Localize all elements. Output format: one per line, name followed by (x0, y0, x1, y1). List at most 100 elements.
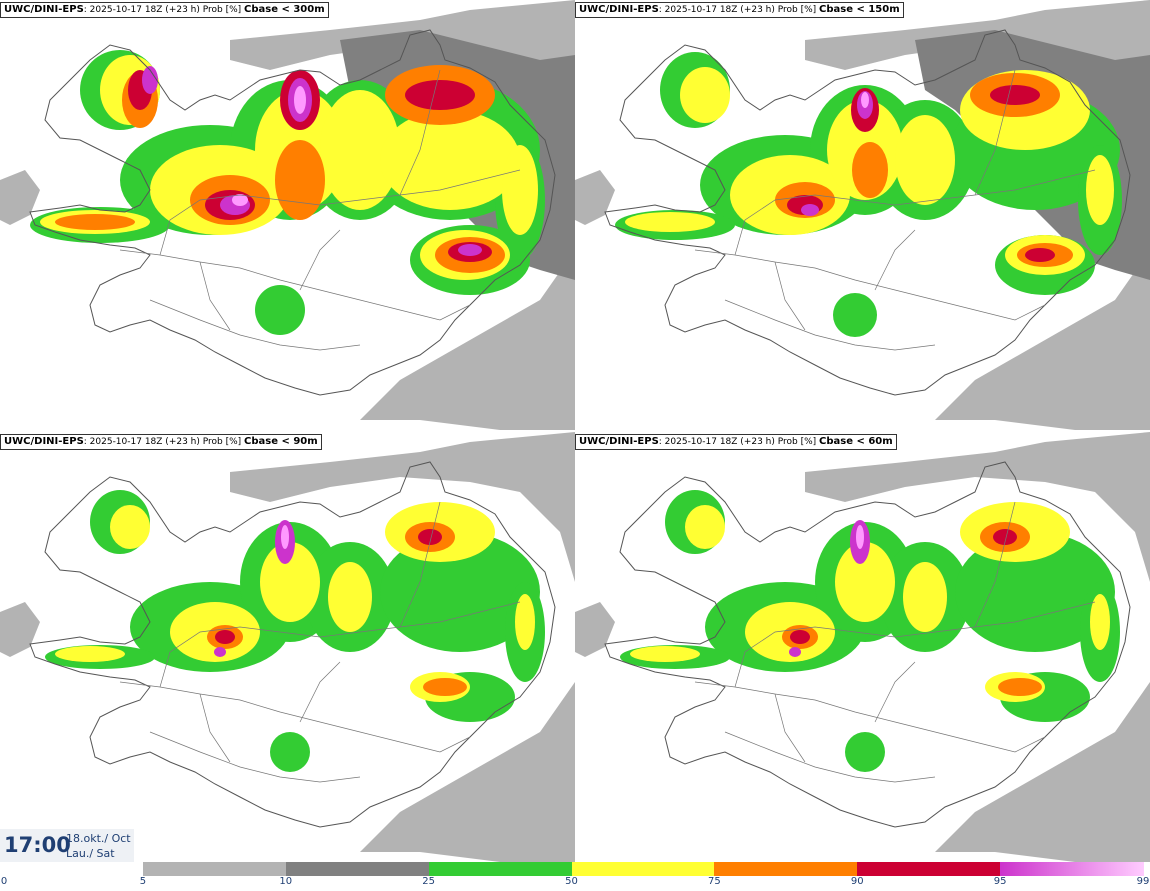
model-name: UWC/DINI-EPS (579, 4, 659, 15)
road-line (774, 693, 806, 763)
probability-area (833, 293, 877, 337)
map-panel-300m: UWC/DINI-EPS: 2025-10-17 18Z (+23 h) Pro… (0, 0, 575, 430)
valid-time-box: 17:00 18.okt./ Oct Lau./ Sat (0, 829, 134, 863)
cloud-region (0, 602, 40, 657)
road-line (159, 169, 521, 256)
colorbar-tick-label: 99 (1136, 876, 1150, 887)
colorbar-tick-label: 5 (139, 876, 147, 887)
probability-area (458, 244, 482, 256)
road-line (734, 601, 1096, 688)
run-info: : 2025-10-17 18Z (+23 h) Prob [%] (83, 5, 245, 15)
probability-area (993, 529, 1017, 545)
road-line (119, 249, 471, 321)
probability-area (294, 86, 306, 114)
valid-day: Lau./ Sat (66, 847, 115, 860)
coastline (29, 461, 556, 828)
variable-label: Cbase < 60m (819, 436, 893, 447)
road-line (399, 501, 441, 628)
colorbar-tick-label: 75 (708, 876, 721, 887)
road-line (724, 299, 936, 351)
probability-area (142, 66, 158, 94)
probability-area (998, 678, 1042, 696)
probability-area (380, 532, 540, 652)
coastline (604, 461, 1131, 828)
probability-area (110, 505, 150, 549)
probability-map (575, 432, 1150, 862)
road-line (199, 261, 231, 331)
probability-area (685, 505, 725, 549)
road-line (974, 501, 1016, 628)
road-line (159, 601, 521, 688)
cloud-region (805, 0, 1150, 430)
probability-area (903, 562, 947, 632)
variable-label: Cbase < 150m (819, 4, 900, 15)
colorbar-tick-label: 10 (279, 876, 293, 887)
colorbar-segment (857, 862, 1002, 876)
probability-area (835, 542, 895, 622)
road-line (974, 69, 1016, 196)
colorbar-segment (285, 862, 430, 876)
cloud-region (575, 170, 615, 225)
probability-area (281, 525, 289, 549)
probability-area (215, 630, 235, 644)
cloud-region (805, 432, 1150, 862)
run-info: : 2025-10-17 18Z (+23 h) Prob [%] (658, 5, 820, 15)
probability-area (845, 732, 885, 772)
probability-area (789, 647, 801, 657)
probability-area (955, 532, 1115, 652)
road-line (149, 731, 361, 783)
probability-map (0, 0, 575, 430)
colorbar-segment (428, 862, 573, 876)
probability-area (630, 646, 700, 662)
probability-area (856, 525, 864, 549)
map-panel-90m: UWC/DINI-EPS: 2025-10-17 18Z (+23 h) Pro… (0, 432, 575, 862)
probability-area (790, 630, 810, 644)
variable-label: Cbase < 300m (244, 4, 325, 15)
colorbar-tick-label: 25 (422, 876, 435, 887)
road-line (874, 661, 916, 723)
colorbar-tick-label: 90 (850, 876, 864, 887)
variable-label: Cbase < 90m (244, 436, 318, 447)
probability-map (575, 0, 1150, 430)
probability-area (990, 85, 1040, 105)
map-panel-60m: UWC/DINI-EPS: 2025-10-17 18Z (+23 h) Pro… (575, 432, 1150, 862)
cloud-region (0, 170, 40, 225)
road-line (694, 681, 1046, 753)
model-name: UWC/DINI-EPS (4, 4, 84, 15)
panel-header: UWC/DINI-EPS: 2025-10-17 18Z (+23 h) Pro… (575, 2, 904, 18)
probability-area (275, 140, 325, 220)
probability-area (270, 732, 310, 772)
probability-area (55, 646, 125, 662)
probability-area (214, 647, 226, 657)
road-line (199, 693, 231, 763)
road-line (299, 661, 341, 723)
cloud-region (230, 432, 575, 862)
colorbar-segment (142, 862, 287, 876)
panel-header: UWC/DINI-EPS: 2025-10-17 18Z (+23 h) Pro… (0, 434, 322, 450)
cloud-region (230, 0, 575, 430)
probability-area (861, 92, 869, 108)
panel-header: UWC/DINI-EPS: 2025-10-17 18Z (+23 h) Pro… (0, 2, 329, 18)
probability-map (0, 432, 575, 862)
probability-area (405, 80, 475, 110)
valid-date: 18.okt./ Oct (66, 832, 131, 845)
probability-area (852, 142, 888, 198)
probability-area (801, 204, 819, 216)
colorbar-segment (571, 862, 716, 876)
cloud-region (575, 602, 615, 657)
probability-area (328, 562, 372, 632)
probability-area (680, 67, 730, 123)
probability-area (515, 594, 535, 650)
probability-area (418, 529, 442, 545)
panel-header: UWC/DINI-EPS: 2025-10-17 18Z (+23 h) Pro… (575, 434, 897, 450)
road-line (774, 261, 806, 331)
colorbar-segment (0, 862, 144, 876)
probability-area (380, 110, 520, 210)
road-line (149, 299, 361, 351)
coastline (604, 29, 1131, 396)
coastline (29, 29, 556, 396)
run-info: : 2025-10-17 18Z (+23 h) Prob [%] (83, 437, 245, 447)
road-line (299, 229, 341, 291)
road-line (694, 249, 1046, 321)
probability-area (232, 194, 248, 206)
